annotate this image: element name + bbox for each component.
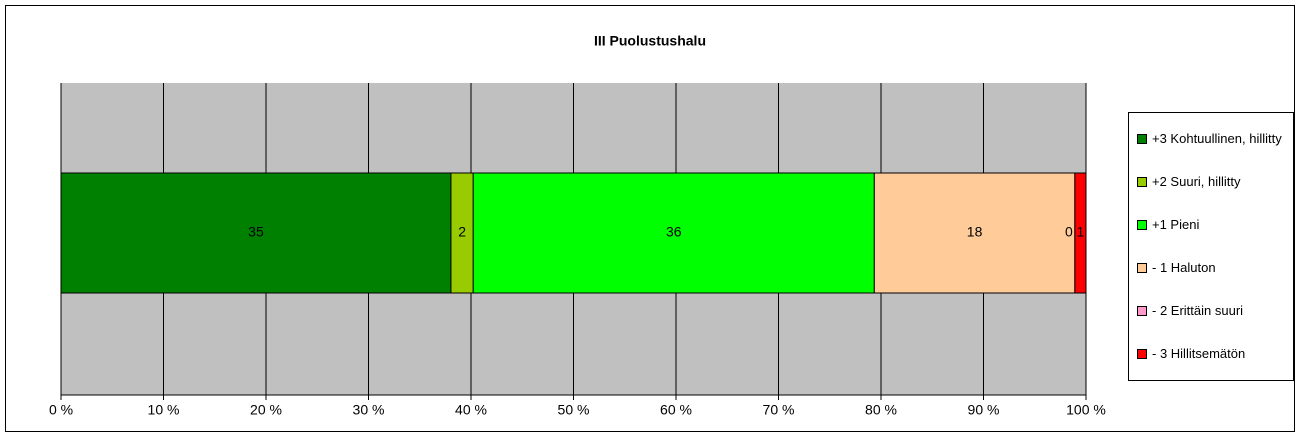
bar-segment: [1074, 172, 1087, 294]
x-tick-label: 30 %: [353, 402, 385, 418]
legend-item: - 3 Hillitsemätön: [1137, 346, 1287, 362]
data-label: 35: [248, 224, 264, 240]
legend-label: - 2 Erittäin suuri: [1152, 303, 1244, 319]
legend-item: +2 Suuri, hillitty: [1137, 174, 1287, 190]
legend-label: +2 Suuri, hillitty: [1152, 173, 1241, 189]
x-tick-label: 40 %: [455, 402, 487, 418]
legend-item: - 2 Erittäin suuri: [1137, 303, 1287, 319]
data-label: 18: [967, 224, 983, 240]
legend-label: +1 Pieni: [1152, 216, 1200, 232]
legend-label: - 1 Haluton: [1152, 260, 1216, 276]
legend-swatch: [1137, 219, 1147, 230]
x-tick-label: 100 %: [1066, 402, 1106, 418]
data-label: 1: [1077, 224, 1085, 240]
legend: +3 Kohtuullinen, hillitty +2 Suuri, hilli…: [1128, 112, 1294, 381]
x-tick-label: 50 %: [558, 402, 590, 418]
x-tick-label: 90 %: [968, 402, 1000, 418]
bar-segment: [472, 172, 875, 294]
x-tick-label: 70 %: [763, 402, 795, 418]
x-tick-label: 60 %: [660, 402, 692, 418]
legend-swatch: [1137, 263, 1147, 274]
legend-label: +3 Kohtuullinen, hillitty: [1152, 130, 1282, 146]
legend-swatch: [1137, 306, 1147, 317]
data-label: 36: [666, 224, 682, 240]
x-tick-label: 20 %: [250, 402, 282, 418]
bar-segment: [60, 172, 452, 294]
legend-item: +3 Kohtuullinen, hillitty: [1137, 131, 1287, 147]
legend-item: +1 Pieni: [1137, 217, 1287, 233]
bar-segment: [873, 172, 1076, 294]
x-tick-label: 0 %: [49, 402, 73, 418]
x-tick-label: 80 %: [865, 402, 897, 418]
chart-title: III Puolustushalu: [594, 33, 706, 49]
x-tick-label: 10 %: [148, 402, 180, 418]
legend-label: - 3 Hillitsemätön: [1152, 346, 1246, 362]
legend-swatch: [1137, 133, 1147, 144]
legend-swatch: [1137, 176, 1147, 187]
legend-swatch: [1137, 349, 1147, 360]
data-label: 2: [458, 224, 466, 240]
data-label: 0: [1065, 224, 1073, 240]
legend-item: - 1 Haluton: [1137, 260, 1287, 276]
